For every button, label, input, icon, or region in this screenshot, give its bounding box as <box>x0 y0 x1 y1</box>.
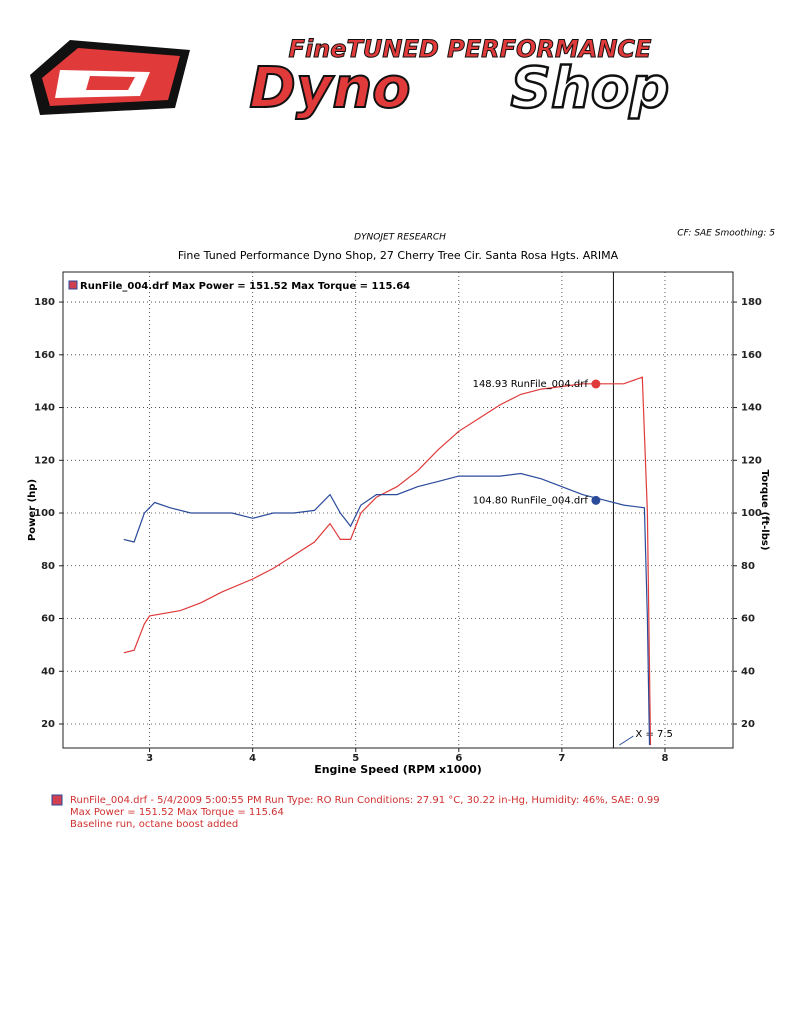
y-tick-label: 20 <box>41 719 55 730</box>
x-tick-label: 5 <box>352 753 359 764</box>
y2-tick-label: 180 <box>741 297 762 308</box>
footer: RunFile_004.drf - 5/4/2009 5:00:55 PM Ru… <box>70 795 660 830</box>
footer-line: Baseline run, octane boost added <box>70 819 238 830</box>
legend-swatch <box>68 280 78 290</box>
y2-tick-label: 60 <box>741 614 755 625</box>
y-tick-label: 60 <box>41 614 55 625</box>
annotation-marker <box>591 379 601 389</box>
x-axis-label: Engine Speed (RPM x1000) <box>314 763 482 776</box>
logo-line1: FineTUNED PERFORMANCE <box>289 35 653 63</box>
settings: CF: SAE Smoothing: 5 <box>677 229 775 239</box>
annotation-label: 148.93 RunFile_004.drf <box>473 379 589 390</box>
plot-frame <box>62 271 734 749</box>
y-axis-label: Power (hp) <box>27 479 38 541</box>
x-tick-label: 6 <box>455 753 462 764</box>
footer-line: RunFile_004.drf - 5/4/2009 5:00:55 PM Ru… <box>70 795 660 806</box>
chart-title: Fine Tuned Performance Dyno Shop, 27 Che… <box>178 249 619 262</box>
y-tick-label: 100 <box>34 508 55 519</box>
x-tick-label: 3 <box>146 753 153 764</box>
cursor-label: X = 7.5 <box>635 729 673 740</box>
y2-tick-label: 140 <box>741 403 762 414</box>
x-tick-label: 7 <box>558 753 565 764</box>
legend-text: RunFile_004.drf Max Power = 151.52 Max T… <box>80 281 410 292</box>
series-line <box>123 472 651 746</box>
y2-tick-label: 120 <box>741 455 762 466</box>
y-tick-label: 140 <box>34 403 55 414</box>
y2-axis-label: Torque (ft-lbs) <box>759 470 770 551</box>
y2-tick-label: 20 <box>741 719 755 730</box>
y-tick-label: 80 <box>41 561 55 572</box>
y-tick-label: 160 <box>34 350 55 361</box>
annotation-label: 104.80 RunFile_004.drf <box>473 495 589 506</box>
series-line <box>123 376 652 746</box>
y2-tick-label: 160 <box>741 350 762 361</box>
y2-tick-label: 80 <box>741 561 755 572</box>
y2-tick-label: 40 <box>741 666 755 677</box>
supertitle: DYNOJET RESEARCH <box>354 233 446 243</box>
logo-dyno: Dyno <box>249 56 410 121</box>
annotation-marker <box>591 495 601 505</box>
x-tick-label: 4 <box>249 753 256 764</box>
y2-tick-label: 100 <box>741 508 762 519</box>
x-tick-label: 8 <box>661 753 668 764</box>
footer-line: Max Power = 151.52 Max Torque = 115.64 <box>70 807 284 818</box>
footer-swatch <box>51 794 63 806</box>
y-tick-label: 40 <box>41 666 55 677</box>
y-tick-label: 120 <box>34 455 55 466</box>
y-tick-label: 180 <box>34 297 55 308</box>
logo-icon <box>30 40 190 115</box>
logo-shop: Shop <box>511 56 670 121</box>
cursor-pointer <box>619 735 634 746</box>
